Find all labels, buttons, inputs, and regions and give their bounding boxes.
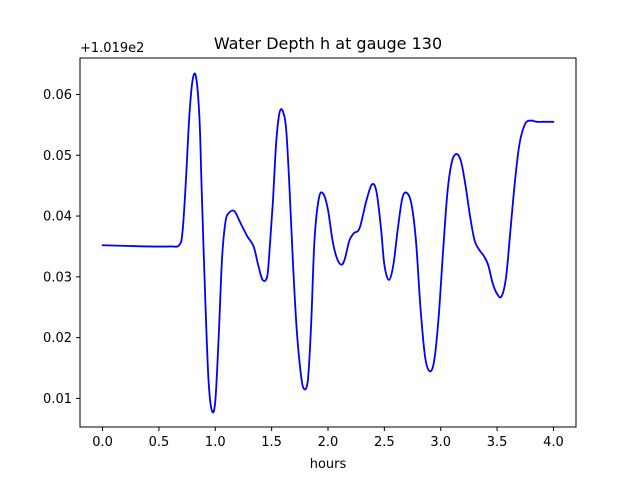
water-depth-line [101,72,555,414]
x-tick-label: 0.0 [92,435,113,450]
y-tick-label: 0.02 [43,331,72,346]
x-tick-label: 3.0 [430,435,451,450]
x-tick-label: 4.0 [543,435,564,450]
plot-frame [79,57,577,428]
y-offset-label: +1.019e2 [80,41,144,56]
x-tick-label: 1.0 [205,435,226,450]
y-tick-label: 0.03 [43,270,72,285]
x-tick-label: 0.5 [149,435,170,450]
x-axis-ticks: 0.0 0.5 1.0 1.5 2.0 2.5 3.0 3.5 4.0 [92,427,564,450]
y-tick-label: 0.01 [43,392,72,407]
x-tick-label: 1.5 [261,435,282,450]
x-tick-label: 3.5 [487,435,508,450]
y-tick-label: 0.06 [43,88,72,103]
y-axis-ticks: 0.01 0.02 0.03 0.04 0.05 0.06 [43,88,80,407]
chart-title: Water Depth h at gauge 130 [214,34,442,53]
y-tick-label: 0.05 [43,149,72,164]
x-tick-label: 2.5 [374,435,395,450]
y-tick-label: 0.04 [43,210,72,225]
x-axis-title: hours [310,457,347,472]
x-tick-label: 2.0 [318,435,339,450]
plot-area [80,58,576,427]
